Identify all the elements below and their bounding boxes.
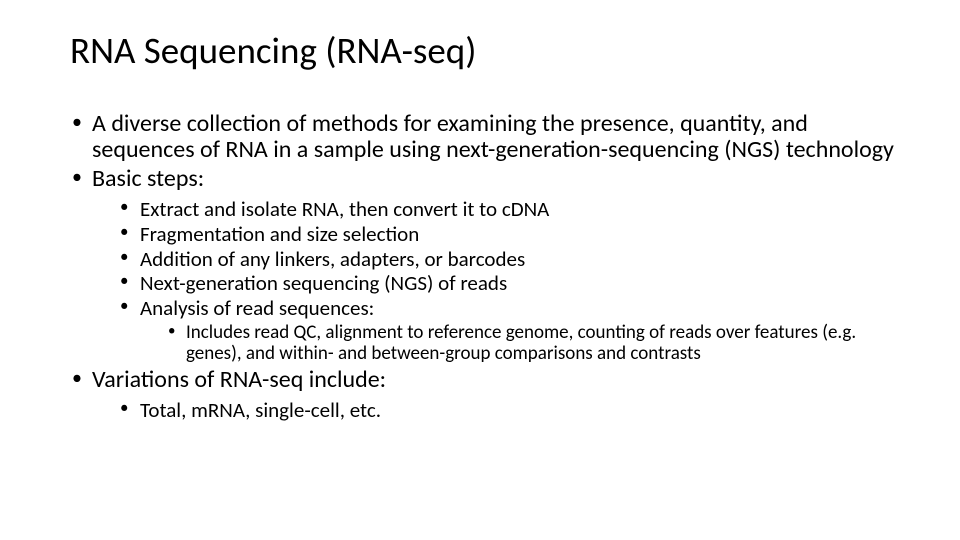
bullet-text: Addition of any linkers, adapters, or ba… [140,246,525,272]
slide-title: RNA Sequencing (RNA-seq) [70,30,900,73]
list-item: Variations of RNA-seq include: Total, mR… [70,367,900,423]
list-item: Includes read QC, alignment to reference… [166,323,900,365]
bullet-list-level2: Extract and isolate RNA, then convert it… [118,197,900,365]
list-item: Addition of any linkers, adapters, or ba… [118,247,900,272]
bullet-text: Extract and isolate RNA, then convert it… [140,196,549,222]
list-item: Basic steps: Extract and isolate RNA, th… [70,166,900,364]
bullet-text: Variations of RNA-seq include: [92,365,386,394]
bullet-list-level3: Includes read QC, alignment to reference… [166,323,900,365]
list-item: Fragmentation and size selection [118,222,900,247]
bullet-list-level1: A diverse collection of methods for exam… [70,111,900,423]
bullet-text: Basic steps: [92,164,204,193]
slide: RNA Sequencing (RNA-seq) A diverse colle… [0,0,960,540]
list-item: A diverse collection of methods for exam… [70,111,900,165]
bullet-text: Includes read QC, alignment to reference… [186,321,856,365]
bullet-text: Next-generation sequencing (NGS) of read… [140,270,507,296]
bullet-text: A diverse collection of methods for exam… [92,109,894,165]
list-item: Extract and isolate RNA, then convert it… [118,197,900,222]
bullet-list-level2: Total, mRNA, single-cell, etc. [118,398,900,423]
list-item: Next-generation sequencing (NGS) of read… [118,271,900,296]
bullet-text: Fragmentation and size selection [140,221,419,247]
list-item: Analysis of read sequences: Includes rea… [118,296,900,365]
bullet-text: Analysis of read sequences: [140,295,374,321]
bullet-text: Total, mRNA, single-cell, etc. [140,397,381,423]
list-item: Total, mRNA, single-cell, etc. [118,398,900,423]
